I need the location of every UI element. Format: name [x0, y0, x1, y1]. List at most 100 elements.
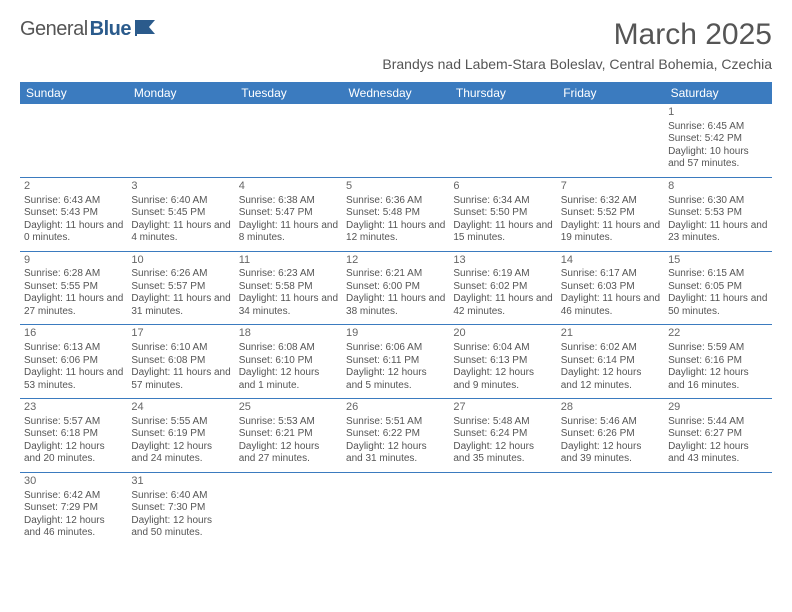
sunrise-text: Sunrise: 6:28 AM: [24, 268, 123, 281]
day-cell: 25Sunrise: 5:53 AMSunset: 6:21 PMDayligh…: [235, 399, 342, 473]
day-cell: 7Sunrise: 6:32 AMSunset: 5:52 PMDaylight…: [557, 177, 664, 251]
sunset-text: Sunset: 7:30 PM: [131, 502, 230, 515]
day-number: 15: [668, 254, 767, 268]
daylight-text: Daylight: 12 hours and 16 minutes.: [668, 367, 767, 392]
daylight-text: Daylight: 12 hours and 50 minutes.: [131, 515, 230, 540]
day-header: Monday: [127, 82, 234, 104]
day-header: Tuesday: [235, 82, 342, 104]
sunset-text: Sunset: 6:21 PM: [239, 428, 338, 441]
day-number: 24: [131, 401, 230, 415]
day-number: 17: [131, 327, 230, 341]
day-number: 2: [24, 180, 123, 194]
sunrise-text: Sunrise: 6:06 AM: [346, 342, 445, 355]
daylight-text: Daylight: 12 hours and 46 minutes.: [24, 515, 123, 540]
sunset-text: Sunset: 6:14 PM: [561, 355, 660, 368]
sunrise-text: Sunrise: 6:43 AM: [24, 195, 123, 208]
daylight-text: Daylight: 12 hours and 24 minutes.: [131, 441, 230, 466]
day-cell: 27Sunrise: 5:48 AMSunset: 6:24 PMDayligh…: [449, 399, 556, 473]
day-header-row: SundayMondayTuesdayWednesdayThursdayFrid…: [20, 82, 772, 104]
sunrise-text: Sunrise: 6:04 AM: [453, 342, 552, 355]
day-cell: [449, 472, 556, 545]
daylight-text: Daylight: 11 hours and 57 minutes.: [131, 367, 230, 392]
sunset-text: Sunset: 6:24 PM: [453, 428, 552, 441]
week-row: 30Sunrise: 6:42 AMSunset: 7:29 PMDayligh…: [20, 472, 772, 545]
week-row: 16Sunrise: 6:13 AMSunset: 6:06 PMDayligh…: [20, 325, 772, 399]
day-number: 19: [346, 327, 445, 341]
sunrise-text: Sunrise: 6:36 AM: [346, 195, 445, 208]
sunset-text: Sunset: 6:27 PM: [668, 428, 767, 441]
daylight-text: Daylight: 11 hours and 0 minutes.: [24, 220, 123, 245]
sunrise-text: Sunrise: 6:38 AM: [239, 195, 338, 208]
sunrise-text: Sunrise: 6:45 AM: [668, 121, 767, 134]
sunset-text: Sunset: 5:58 PM: [239, 281, 338, 294]
sunrise-text: Sunrise: 6:08 AM: [239, 342, 338, 355]
day-number: 26: [346, 401, 445, 415]
day-cell: 8Sunrise: 6:30 AMSunset: 5:53 PMDaylight…: [664, 177, 771, 251]
sunset-text: Sunset: 5:53 PM: [668, 207, 767, 220]
day-cell: [342, 472, 449, 545]
sunset-text: Sunset: 6:13 PM: [453, 355, 552, 368]
daylight-text: Daylight: 12 hours and 31 minutes.: [346, 441, 445, 466]
day-number: 29: [668, 401, 767, 415]
header: GeneralBlue March 2025 Brandys nad Labem…: [20, 18, 772, 72]
day-number: 12: [346, 254, 445, 268]
sunset-text: Sunset: 6:03 PM: [561, 281, 660, 294]
sunrise-text: Sunrise: 5:53 AM: [239, 416, 338, 429]
day-cell: 12Sunrise: 6:21 AMSunset: 6:00 PMDayligh…: [342, 251, 449, 325]
flag-icon: [135, 18, 161, 41]
daylight-text: Daylight: 12 hours and 35 minutes.: [453, 441, 552, 466]
day-number: 4: [239, 180, 338, 194]
day-header: Friday: [557, 82, 664, 104]
day-cell: 22Sunrise: 5:59 AMSunset: 6:16 PMDayligh…: [664, 325, 771, 399]
sunset-text: Sunset: 5:45 PM: [131, 207, 230, 220]
sunset-text: Sunset: 6:06 PM: [24, 355, 123, 368]
sunrise-text: Sunrise: 6:32 AM: [561, 195, 660, 208]
sunrise-text: Sunrise: 6:02 AM: [561, 342, 660, 355]
sunset-text: Sunset: 6:02 PM: [453, 281, 552, 294]
day-cell: 29Sunrise: 5:44 AMSunset: 6:27 PMDayligh…: [664, 399, 771, 473]
daylight-text: Daylight: 12 hours and 39 minutes.: [561, 441, 660, 466]
logo: GeneralBlue: [20, 18, 161, 41]
logo-text-1: General: [20, 18, 88, 41]
sunset-text: Sunset: 7:29 PM: [24, 502, 123, 515]
day-number: 30: [24, 475, 123, 489]
day-cell: 31Sunrise: 6:40 AMSunset: 7:30 PMDayligh…: [127, 472, 234, 545]
week-row: 2Sunrise: 6:43 AMSunset: 5:43 PMDaylight…: [20, 177, 772, 251]
day-cell: 26Sunrise: 5:51 AMSunset: 6:22 PMDayligh…: [342, 399, 449, 473]
sunrise-text: Sunrise: 5:44 AM: [668, 416, 767, 429]
sunset-text: Sunset: 5:47 PM: [239, 207, 338, 220]
title-block: March 2025 Brandys nad Labem-Stara Boles…: [382, 18, 772, 72]
sunrise-text: Sunrise: 5:59 AM: [668, 342, 767, 355]
day-cell: [342, 104, 449, 177]
day-number: 9: [24, 254, 123, 268]
sunset-text: Sunset: 5:42 PM: [668, 133, 767, 146]
daylight-text: Daylight: 11 hours and 34 minutes.: [239, 293, 338, 318]
daylight-text: Daylight: 11 hours and 38 minutes.: [346, 293, 445, 318]
sunset-text: Sunset: 6:18 PM: [24, 428, 123, 441]
day-cell: [449, 104, 556, 177]
sunrise-text: Sunrise: 6:17 AM: [561, 268, 660, 281]
day-number: 28: [561, 401, 660, 415]
sunrise-text: Sunrise: 6:40 AM: [131, 490, 230, 503]
daylight-text: Daylight: 11 hours and 46 minutes.: [561, 293, 660, 318]
sunrise-text: Sunrise: 6:26 AM: [131, 268, 230, 281]
day-number: 23: [24, 401, 123, 415]
day-number: 1: [668, 106, 767, 120]
day-cell: 14Sunrise: 6:17 AMSunset: 6:03 PMDayligh…: [557, 251, 664, 325]
sunrise-text: Sunrise: 6:10 AM: [131, 342, 230, 355]
daylight-text: Daylight: 11 hours and 8 minutes.: [239, 220, 338, 245]
calendar-body: 1Sunrise: 6:45 AMSunset: 5:42 PM Daylight…: [20, 104, 772, 546]
day-number: 6: [453, 180, 552, 194]
day-cell: 30Sunrise: 6:42 AMSunset: 7:29 PMDayligh…: [20, 472, 127, 545]
daylight-text: Daylight: 11 hours and 23 minutes.: [668, 220, 767, 245]
day-cell: 10Sunrise: 6:26 AMSunset: 5:57 PMDayligh…: [127, 251, 234, 325]
day-cell: 11Sunrise: 6:23 AMSunset: 5:58 PMDayligh…: [235, 251, 342, 325]
sunrise-text: Sunrise: 5:55 AM: [131, 416, 230, 429]
day-number: 13: [453, 254, 552, 268]
day-cell: 21Sunrise: 6:02 AMSunset: 6:14 PMDayligh…: [557, 325, 664, 399]
day-cell: [127, 104, 234, 177]
day-number: 8: [668, 180, 767, 194]
daylight-text: Daylight: 12 hours and 20 minutes.: [24, 441, 123, 466]
day-number: 11: [239, 254, 338, 268]
sunrise-text: Sunrise: 6:23 AM: [239, 268, 338, 281]
